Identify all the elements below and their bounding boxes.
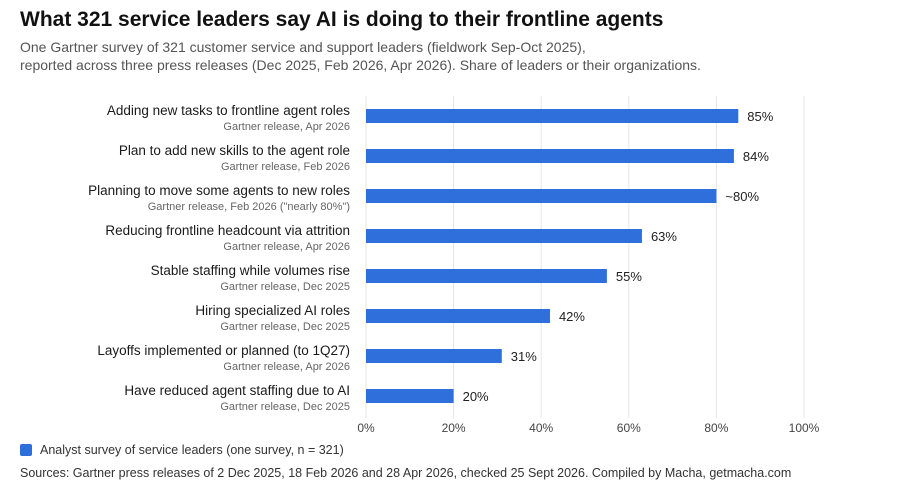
data-label: 31% [511,349,537,364]
category-label: Stable staffing while volumes rise [151,263,350,278]
legend: Analyst survey of service leaders (one s… [20,443,344,457]
category-source-label: Gartner release, Dec 2025 [220,321,350,333]
category-source-label: Gartner release, Apr 2026 [223,241,350,253]
category-label: Plan to add new skills to the agent role [119,143,350,158]
x-axis-ticks: 0% 20% 40% 60% 80% 100% [357,421,819,435]
category-label: Reducing frontline headcount via attriti… [105,223,350,238]
category-label: Hiring specialized AI roles [195,303,350,318]
bar [366,229,642,243]
data-label: 63% [651,229,677,244]
chart-subtitle: One Gartner survey of 321 customer servi… [20,38,880,74]
data-label: ~80% [725,189,759,204]
category-label: Layoffs implemented or planned (to 1Q27) [97,343,350,358]
data-label: 84% [743,149,769,164]
x-tick-label: 40% [529,421,553,435]
category-source-label: Gartner release, Apr 2026 [223,361,350,373]
category-source-label: Gartner release, Feb 2026 [221,161,350,173]
bar [366,309,550,323]
bar [366,189,717,203]
bar [366,149,734,163]
x-tick-label: 20% [442,421,466,435]
x-tick-label: 60% [617,421,641,435]
data-label: 20% [463,389,489,404]
category-labels: Adding new tasks to frontline agent role… [88,103,350,413]
bars: 85% 84% ~80% 63% 55% 42% 31% 20% [366,109,774,404]
category-label: Adding new tasks to frontline agent role… [107,103,350,118]
grid-lines [365,96,805,418]
legend-label: Analyst survey of service leaders (one s… [40,443,344,457]
bar [366,349,502,363]
category-source-label: Gartner release, Apr 2026 [223,121,350,133]
data-label: 85% [747,109,773,124]
data-label: 42% [559,309,585,324]
legend-swatch [20,444,32,456]
chart-title: What 321 service leaders say AI is doing… [20,8,664,31]
category-label: Have reduced agent staffing due to AI [124,383,350,398]
bar [366,389,454,403]
category-label: Planning to move some agents to new role… [88,183,350,198]
bar [366,269,607,283]
data-label: 55% [616,269,642,284]
subtitle-line-2: reported across three press releases (De… [20,57,701,73]
x-tick-label: 0% [357,421,375,435]
category-source-label: Gartner release, Dec 2025 [220,401,350,413]
bar-chart: 85% 84% ~80% 63% 55% 42% 31% 20% Adding new tas… [88,96,820,435]
x-tick-label: 100% [789,421,820,435]
x-tick-label: 80% [704,421,728,435]
category-source-label: Gartner release, Dec 2025 [220,281,350,293]
subtitle-line-1: One Gartner survey of 321 customer servi… [20,39,586,55]
bar [366,109,739,123]
category-source-label: Gartner release, Feb 2026 ("nearly 80%") [148,201,350,213]
sources-note: Sources: Gartner press releases of 2 Dec… [20,466,792,480]
